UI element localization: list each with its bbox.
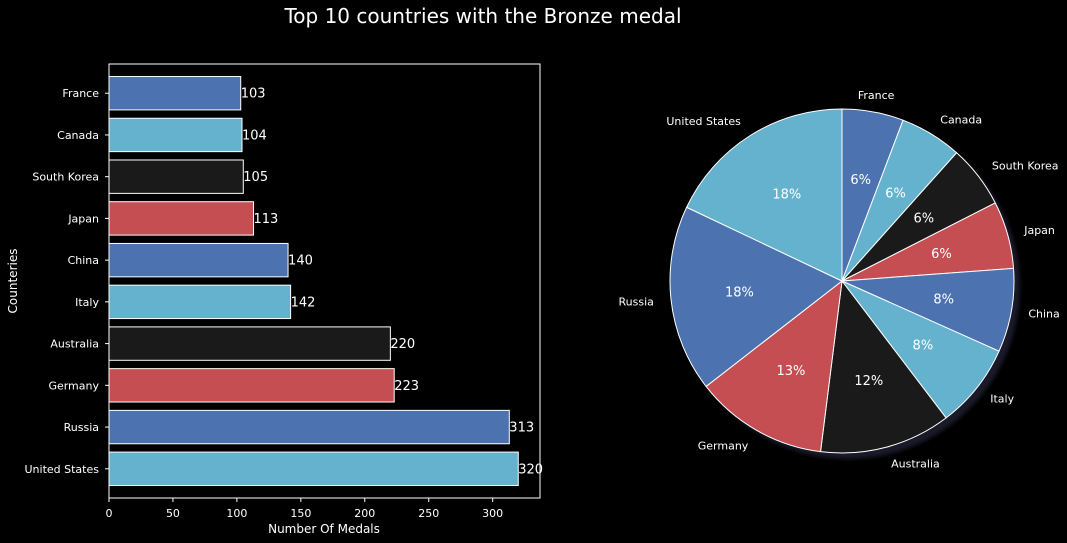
y-tick-label-china: China bbox=[68, 254, 99, 267]
pie-chart: 6% France 6% Canada 6% South Korea 6% Japan 8% Ch… bbox=[619, 89, 1060, 471]
pie-category-label-france: France bbox=[858, 89, 895, 102]
x-tick-label: 100 bbox=[226, 507, 247, 520]
pie-category-label-canada: Canada bbox=[940, 113, 982, 126]
y-tick-label-australia: Australia bbox=[50, 338, 99, 351]
pie-percent-label-germany: 13% bbox=[776, 364, 805, 379]
bar-value-label-australia: 220 bbox=[390, 337, 415, 352]
x-tick-label: 150 bbox=[290, 507, 311, 520]
pie-percent-label-united-states: 18% bbox=[772, 187, 801, 202]
pie-category-label-italy: Italy bbox=[990, 393, 1014, 406]
pie-percent-label-south-korea: 6% bbox=[913, 212, 934, 227]
x-tick-label: 250 bbox=[418, 507, 439, 520]
pie-percent-label-italy: 8% bbox=[913, 339, 934, 354]
pie-category-label-united-states: United States bbox=[666, 115, 741, 128]
bar-united-states bbox=[108, 451, 519, 486]
pie-category-label-china: China bbox=[1028, 308, 1059, 321]
pie-category-label-russia: Russia bbox=[619, 295, 654, 308]
bar-germany bbox=[108, 368, 395, 403]
bar-value-label-china: 140 bbox=[288, 254, 313, 269]
pie-percent-label-russia: 18% bbox=[725, 286, 754, 301]
pie-slices bbox=[669, 108, 1015, 454]
pie-percent-label-china: 8% bbox=[933, 292, 954, 307]
y-tick-label-russia: Russia bbox=[64, 421, 99, 434]
pie-percent-label-japan: 6% bbox=[931, 247, 952, 262]
bar-france bbox=[108, 76, 242, 111]
bar-value-label-japan: 113 bbox=[254, 212, 279, 227]
bar-value-label-germany: 223 bbox=[394, 379, 419, 394]
bar-value-label-russia: 313 bbox=[509, 421, 534, 436]
bar-plot-frame bbox=[108, 63, 541, 499]
bar-value-label-canada: 104 bbox=[242, 128, 267, 143]
x-tick-label: 0 bbox=[106, 507, 113, 520]
y-tick-label-france: France bbox=[62, 87, 99, 100]
y-tick-label-japan: Japan bbox=[67, 212, 99, 225]
bar-value-label-united-states: 320 bbox=[518, 462, 543, 477]
pie-slice-united-states bbox=[686, 108, 843, 282]
pie-labels: 6% France 6% Canada 6% South Korea 6% Japan 8% Ch… bbox=[619, 89, 1060, 471]
y-tick-label-germany: Germany bbox=[48, 379, 99, 392]
y-tick-label-united-states: United States bbox=[25, 463, 100, 476]
bar-chart: 320 313 223 220 142 140 113 105 104 103 0 50 100 150… bbox=[6, 63, 543, 536]
y-axis-label: Counteries bbox=[6, 249, 20, 314]
pie-category-label-south-korea: South Korea bbox=[992, 160, 1059, 173]
bar-value-label-italy: 142 bbox=[291, 295, 316, 310]
bar-italy bbox=[108, 284, 292, 320]
y-tick-label-canada: Canada bbox=[57, 129, 99, 142]
pie-slice-australia bbox=[820, 280, 947, 454]
y-axis-categories: United States Russia Germany Australia Italy… bbox=[25, 87, 109, 476]
bar-canada bbox=[108, 117, 243, 153]
figure-title: Top 10 countries with the Bronze medal bbox=[283, 4, 681, 28]
bar-value-label-france: 103 bbox=[241, 87, 266, 102]
pie-slice-germany bbox=[705, 280, 843, 453]
bar-japan bbox=[108, 201, 255, 236]
y-tick-label-italy: Italy bbox=[75, 296, 99, 309]
bar-value-label-south-korea: 105 bbox=[243, 170, 268, 185]
bar-china bbox=[108, 242, 289, 278]
x-tick-label: 300 bbox=[482, 507, 503, 520]
x-axis-label: Number Of Medals bbox=[268, 522, 380, 536]
pie-category-label-japan: Japan bbox=[1023, 224, 1055, 237]
pie-category-label-germany: Germany bbox=[698, 439, 749, 452]
pie-percent-label-france: 6% bbox=[850, 173, 871, 188]
x-tick-label: 50 bbox=[166, 507, 180, 520]
bar-russia bbox=[108, 409, 510, 445]
bar-south-korea bbox=[108, 159, 244, 194]
y-tick-label-south-korea: South Korea bbox=[32, 171, 99, 184]
pie-slice-russia bbox=[669, 206, 843, 387]
x-axis-ticks: 0 50 100 150 200 250 300 bbox=[106, 498, 503, 520]
pie-percent-label-australia: 12% bbox=[854, 374, 883, 389]
x-tick-label: 200 bbox=[354, 507, 375, 520]
bar-australia bbox=[108, 326, 391, 361]
pie-percent-label-canada: 6% bbox=[885, 186, 906, 201]
pie-category-label-australia: Australia bbox=[891, 458, 940, 471]
bar-series: 320 313 223 220 142 140 113 105 104 103 bbox=[108, 76, 543, 486]
